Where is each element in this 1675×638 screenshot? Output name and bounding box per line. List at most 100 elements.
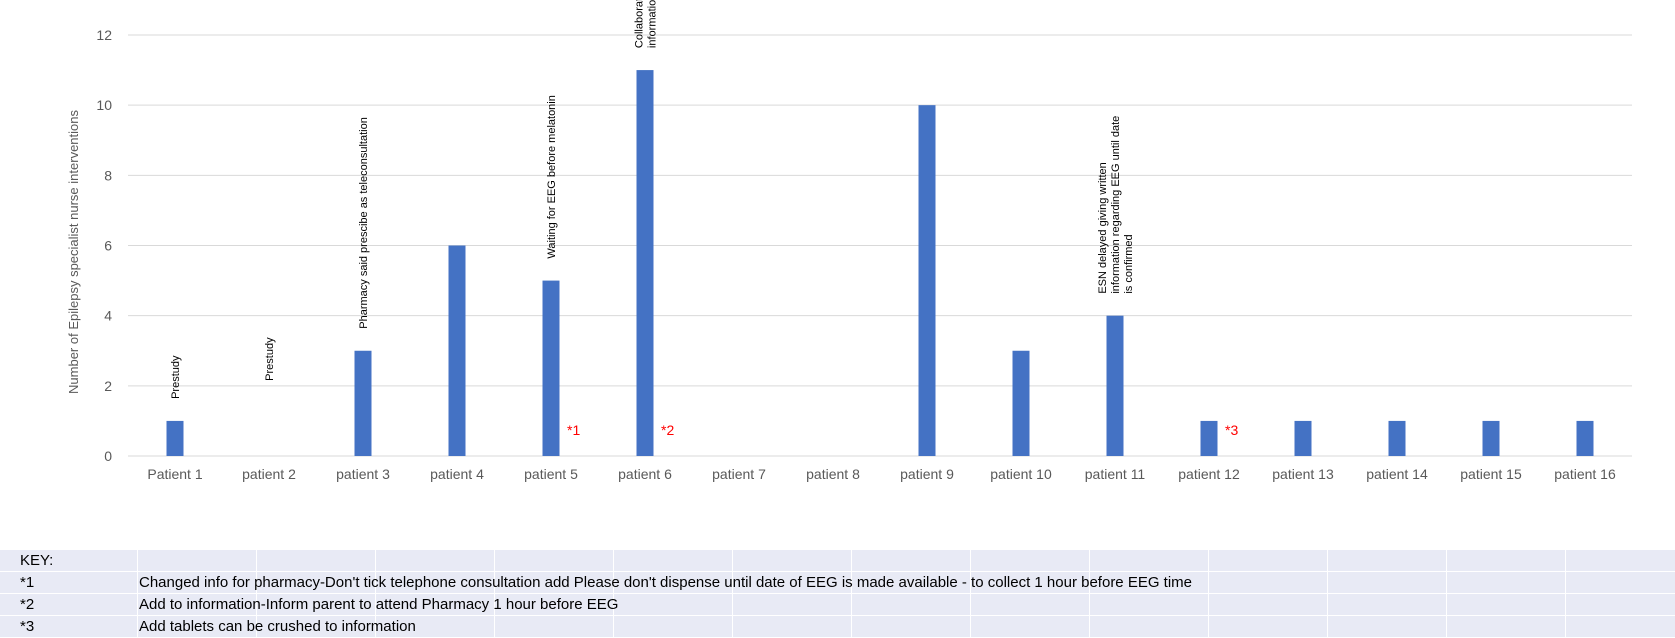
y-tick-label: 12: [96, 27, 112, 43]
key-grid-divider: [1208, 550, 1209, 571]
key-text: Add tablets can be crushed to informatio…: [139, 618, 416, 635]
key-grid-divider: [851, 572, 852, 593]
key-grid-divider: [375, 594, 376, 615]
key-grid-divider: [851, 550, 852, 571]
key-row: *1 Changed info for pharmacy-Don't tick …: [0, 572, 1675, 594]
key-grid-divider: [1565, 594, 1566, 615]
key-grid-divider: [851, 594, 852, 615]
x-tick-label: patient 4: [430, 466, 484, 482]
key-grid-divider: [732, 616, 733, 637]
bars: [166, 70, 1594, 457]
key-table: KEY: *1 Changed info for pharmacy-Don't …: [0, 550, 1675, 638]
key-grid-divider: [1089, 616, 1090, 637]
y-tick-label: 6: [104, 238, 112, 254]
annotation-text: Prestudy: [264, 337, 276, 381]
bar: [542, 280, 560, 456]
x-tick-label: patient 14: [1366, 466, 1428, 482]
bar: [448, 245, 466, 456]
key-grid-divider: [1327, 550, 1328, 571]
key-grid-divider: [1089, 594, 1090, 615]
key-grid-divider: [1089, 572, 1090, 593]
bar: [636, 70, 654, 456]
key-grid-divider: [1446, 550, 1447, 571]
y-tick-label: 4: [104, 308, 112, 324]
key-grid-divider: [1565, 550, 1566, 571]
annotation-text: ESN delayed giving written: [1097, 162, 1109, 293]
annotation-text: is confirmed: [1123, 234, 1135, 293]
bar-chart: 0 2 4 6 8 10 12 Patient 1 patient 2 patient 3 pat…: [66, 0, 1632, 482]
x-tick-label: patient 9: [900, 466, 954, 482]
key-grid-divider: [970, 616, 971, 637]
x-axis-ticks: Patient 1 patient 2 patient 3 patient 4 pati…: [147, 466, 1616, 482]
key-title: KEY:: [20, 552, 54, 569]
x-tick-label: patient 2: [242, 466, 296, 482]
reference-marker: *2: [661, 422, 674, 438]
x-tick-label: Patient 1: [147, 466, 202, 482]
bar: [166, 420, 184, 456]
key-grid-divider: [256, 616, 257, 637]
x-tick-label: patient 8: [806, 466, 860, 482]
key-grid-divider: [732, 572, 733, 593]
x-tick-label: patient 5: [524, 466, 578, 482]
key-grid-divider: [851, 616, 852, 637]
key-grid-divider: [494, 572, 495, 593]
x-tick-label: patient 6: [618, 466, 672, 482]
bar: [354, 350, 372, 456]
key-grid-divider: [1327, 616, 1328, 637]
key-text: Add to information-Inform parent to atte…: [139, 596, 619, 613]
y-tick-label: 10: [96, 97, 112, 113]
key-grid-divider: [613, 594, 614, 615]
key-grid-divider: [613, 572, 614, 593]
key-grid-divider: [375, 572, 376, 593]
reference-marker: *1: [567, 422, 580, 438]
key-code: *1: [20, 574, 35, 591]
key-grid-divider: [256, 550, 257, 571]
key-grid-divider: [1565, 572, 1566, 593]
key-grid-divider: [1208, 572, 1209, 593]
reference-markers: *1 *2 *3: [567, 422, 1238, 438]
x-tick-label: patient 3: [336, 466, 390, 482]
key-grid-divider: [1565, 616, 1566, 637]
bar: [1388, 420, 1406, 456]
annotation-text: Prestudy: [170, 355, 182, 399]
annotations: Prestudy Prestudy Pharmacy said prescibe a…: [170, 0, 1135, 399]
annotation-text: Collaboration with EEG regarding: [634, 0, 646, 48]
key-grid-divider: [732, 550, 733, 571]
gridlines: [128, 34, 1632, 457]
key-grid-divider: [375, 550, 376, 571]
key-grid-divider: [137, 550, 138, 571]
key-grid-divider: [970, 550, 971, 571]
y-tick-label: 0: [104, 448, 112, 464]
annotation-text: Waiting for EEG before melatonin: [546, 95, 558, 258]
x-tick-label: patient 13: [1272, 466, 1334, 482]
bar: [1576, 420, 1594, 456]
key-grid-divider: [970, 594, 971, 615]
x-tick-label: patient 16: [1554, 466, 1616, 482]
bar: [918, 105, 936, 457]
annotation-text: information regarding EEG until date: [1110, 116, 1122, 294]
key-grid-divider: [1089, 550, 1090, 571]
key-grid-divider: [137, 572, 138, 593]
key-code: *2: [20, 596, 35, 613]
bar: [1294, 420, 1312, 456]
key-grid-divider: [1327, 572, 1328, 593]
key-grid-divider: [375, 616, 376, 637]
key-grid-divider: [1446, 594, 1447, 615]
y-axis-ticks: 0 2 4 6 8 10 12: [96, 27, 112, 464]
bar: [1200, 420, 1218, 456]
annotation-text: information for parents: [647, 0, 659, 48]
key-grid-divider: [970, 572, 971, 593]
key-grid-divider: [137, 616, 138, 637]
x-tick-label: patient 10: [990, 466, 1052, 482]
key-grid-divider: [1208, 594, 1209, 615]
key-grid-divider: [1208, 616, 1209, 637]
x-tick-label: patient 7: [712, 466, 766, 482]
bar: [1012, 350, 1030, 456]
annotation-text: Pharmacy said prescibe as teleconsultati…: [358, 117, 370, 329]
x-tick-label: patient 12: [1178, 466, 1240, 482]
reference-marker: *3: [1225, 422, 1238, 438]
key-row: *2 Add to information-Inform parent to a…: [0, 594, 1675, 616]
key-grid-divider: [137, 594, 138, 615]
bar: [1482, 420, 1500, 456]
key-grid-divider: [256, 572, 257, 593]
